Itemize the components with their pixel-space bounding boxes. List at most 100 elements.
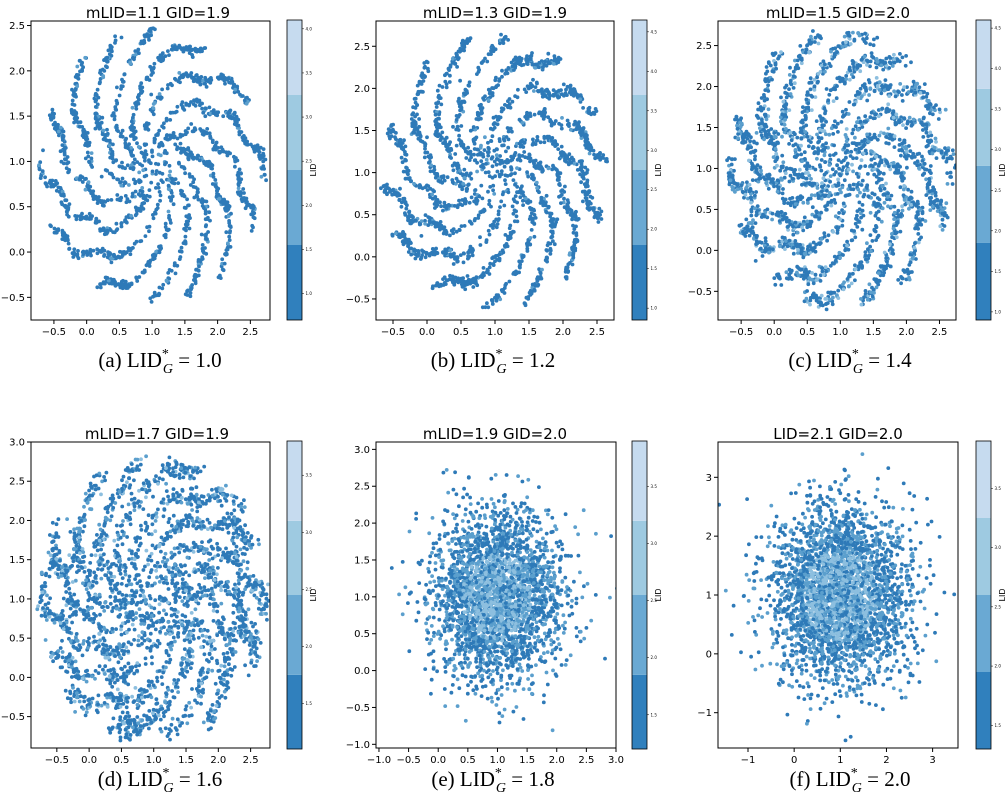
data-point — [580, 164, 584, 169]
data-point — [152, 140, 157, 145]
data-point — [208, 77, 213, 81]
data-point — [188, 291, 193, 295]
data-point — [123, 181, 127, 186]
data-point — [448, 155, 452, 159]
data-point — [176, 181, 181, 186]
colorbar-tick-label: 3.0 — [651, 148, 658, 153]
data-point — [64, 237, 68, 241]
data-point — [581, 126, 586, 130]
data-point — [156, 293, 161, 298]
data-point — [152, 252, 156, 257]
data-point — [830, 302, 835, 307]
data-point — [242, 98, 247, 103]
data-point — [146, 127, 151, 132]
data-point — [438, 220, 443, 224]
data-point — [393, 135, 397, 140]
data-point — [178, 146, 183, 151]
data-point — [742, 195, 746, 200]
data-point — [445, 71, 449, 76]
data-point — [492, 125, 497, 130]
data-point — [813, 167, 818, 172]
data-point — [485, 267, 490, 272]
data-point — [389, 188, 394, 193]
data-point — [201, 205, 206, 210]
data-point — [406, 250, 411, 254]
data-point — [887, 108, 892, 112]
data-point — [442, 178, 447, 183]
data-point — [517, 264, 522, 269]
data-point — [812, 245, 817, 250]
data-point — [155, 133, 160, 137]
data-point — [486, 150, 491, 155]
data-point — [142, 201, 147, 205]
data-point — [115, 85, 119, 90]
data-point — [810, 205, 815, 210]
data-point — [117, 255, 122, 260]
data-point — [858, 86, 863, 91]
data-point — [78, 58, 82, 63]
data-point — [131, 246, 135, 250]
data-point — [72, 90, 76, 94]
data-point — [951, 152, 956, 157]
data-point — [69, 107, 74, 112]
data-point — [864, 89, 868, 93]
data-point — [410, 218, 415, 223]
data-point — [440, 85, 445, 89]
data-point — [492, 159, 497, 164]
data-point — [472, 137, 477, 142]
data-point — [184, 151, 188, 156]
data-point — [120, 176, 125, 181]
data-point — [252, 149, 257, 154]
data-point — [231, 82, 236, 87]
data-point — [454, 176, 459, 181]
data-point — [528, 242, 532, 247]
data-point — [202, 81, 207, 86]
colorbar-tick-label: 3.5 — [306, 70, 313, 75]
data-point — [529, 228, 534, 232]
data-point — [552, 165, 556, 170]
data-point — [48, 178, 53, 183]
data-point — [766, 83, 770, 88]
data-point — [413, 122, 418, 127]
data-point — [504, 149, 508, 154]
data-point — [123, 219, 127, 224]
data-point — [559, 92, 564, 97]
data-point — [744, 217, 749, 222]
data-point — [475, 198, 480, 203]
data-point — [437, 96, 442, 101]
data-point — [404, 169, 409, 174]
data-point — [487, 232, 492, 237]
data-point — [526, 295, 531, 299]
data-point — [535, 135, 540, 139]
data-point — [442, 275, 447, 280]
data-point — [66, 214, 71, 219]
data-point — [117, 93, 122, 98]
data-point — [928, 199, 933, 204]
data-point — [55, 181, 60, 186]
data-point — [169, 268, 174, 273]
data-point — [805, 289, 809, 293]
data-point — [168, 169, 173, 174]
data-point — [584, 132, 588, 137]
x-tick-label: 0.0 — [79, 327, 95, 338]
data-point — [851, 182, 856, 187]
data-point — [417, 222, 422, 227]
data-point — [110, 281, 114, 285]
data-point — [532, 213, 537, 217]
data-point — [60, 237, 65, 242]
data-point — [179, 149, 184, 154]
data-point — [495, 147, 499, 152]
data-point — [194, 73, 199, 77]
data-point — [480, 196, 485, 201]
data-point — [403, 237, 408, 242]
data-point — [417, 185, 422, 190]
data-point — [228, 108, 233, 113]
data-point — [601, 153, 606, 157]
data-point — [535, 186, 539, 190]
data-point — [515, 219, 520, 224]
data-point — [922, 82, 927, 86]
data-point — [544, 255, 549, 260]
data-point — [873, 112, 877, 117]
data-point — [120, 160, 124, 165]
data-point — [43, 175, 47, 180]
